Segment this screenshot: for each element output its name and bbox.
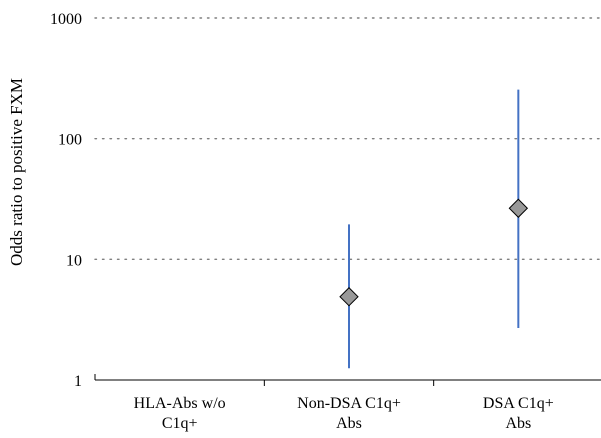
x-category-label: Non-DSA C1q+ Abs [297,395,401,432]
gridlines [94,17,601,261]
y-tick-labels: 1 10 100 1000 [50,11,82,390]
data-marker [508,198,529,218]
axes [94,374,601,386]
data-markers [339,198,529,307]
data-marker [339,287,359,307]
y-axis-label: Odds ratio to positive FXM [7,78,26,266]
y-tick-label: 100 [58,132,82,149]
x-category-label: DSA C1q+ Abs [483,395,554,432]
x-category-labels: HLA-Abs w/o C1q+ Non-DSA C1q+ Abs DSA C1q+ Ab… [134,395,554,432]
y-tick-label: 1000 [50,11,82,28]
y-tick-label: 1 [74,373,82,390]
error-bars [348,89,520,369]
y-tick-label: 10 [66,252,82,269]
x-category-label: HLA-Abs w/o C1q+ [134,395,226,432]
